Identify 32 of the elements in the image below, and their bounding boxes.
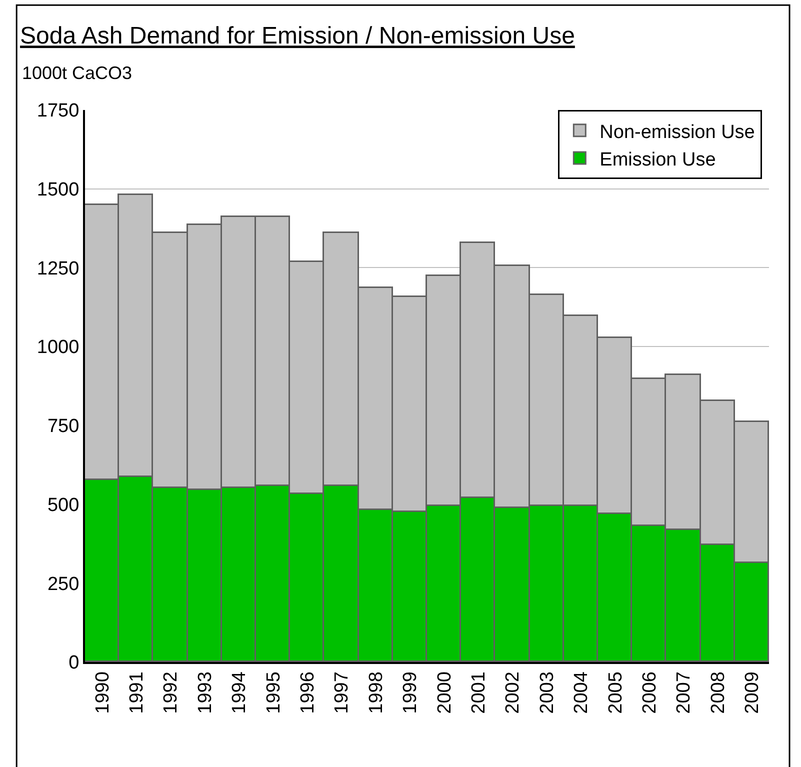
y-tick-label: 1750 bbox=[36, 100, 80, 122]
x-tick-label: 1997 bbox=[332, 672, 353, 714]
x-tick-label: 2006 bbox=[639, 672, 660, 714]
x-tick-label: 1992 bbox=[160, 672, 182, 714]
x-tick-label: 2005 bbox=[605, 672, 626, 714]
chart-title: Soda Ash Demand for Emission / Non-emission Use bbox=[20, 22, 575, 50]
x-tick-label: 1993 bbox=[194, 672, 216, 714]
x-tick-label: 2000 bbox=[434, 672, 456, 714]
x-tick-label: 2009 bbox=[742, 672, 764, 714]
y-tick-label: 1000 bbox=[36, 337, 80, 358]
x-tick-label: 2003 bbox=[536, 672, 558, 714]
x-tick-label: 1991 bbox=[126, 672, 148, 714]
x-tick-label: 1990 bbox=[92, 672, 114, 714]
y-tick-label: 0 bbox=[68, 652, 80, 674]
x-tick-label: 1996 bbox=[297, 672, 318, 714]
x-tick-label: 1994 bbox=[229, 671, 250, 714]
y-axis-title: 1000t CaCO3 bbox=[22, 63, 132, 83]
legend-label: Emission Use bbox=[600, 149, 716, 170]
x-tick-label: 1998 bbox=[366, 672, 387, 714]
x-tick-label: 1999 bbox=[400, 672, 422, 714]
y-tick-label: 1250 bbox=[36, 258, 80, 280]
y-tick-label: 1500 bbox=[36, 180, 80, 201]
x-tick-label: 1995 bbox=[263, 672, 284, 714]
x-tick-label: 2007 bbox=[674, 672, 695, 714]
x-tick-label: 2001 bbox=[468, 672, 490, 714]
y-tick-label: 500 bbox=[47, 494, 80, 516]
x-tick-label: 2008 bbox=[708, 672, 729, 714]
x-tick-label: 2004 bbox=[571, 671, 592, 714]
x-tick-label: 2002 bbox=[502, 672, 524, 714]
y-tick-label: 250 bbox=[47, 574, 80, 595]
y-tick-label: 750 bbox=[47, 416, 80, 438]
legend-label: Non-emission Use bbox=[600, 122, 755, 143]
